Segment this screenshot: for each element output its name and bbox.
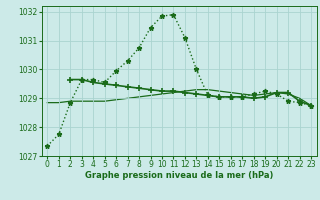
X-axis label: Graphe pression niveau de la mer (hPa): Graphe pression niveau de la mer (hPa): [85, 171, 273, 180]
